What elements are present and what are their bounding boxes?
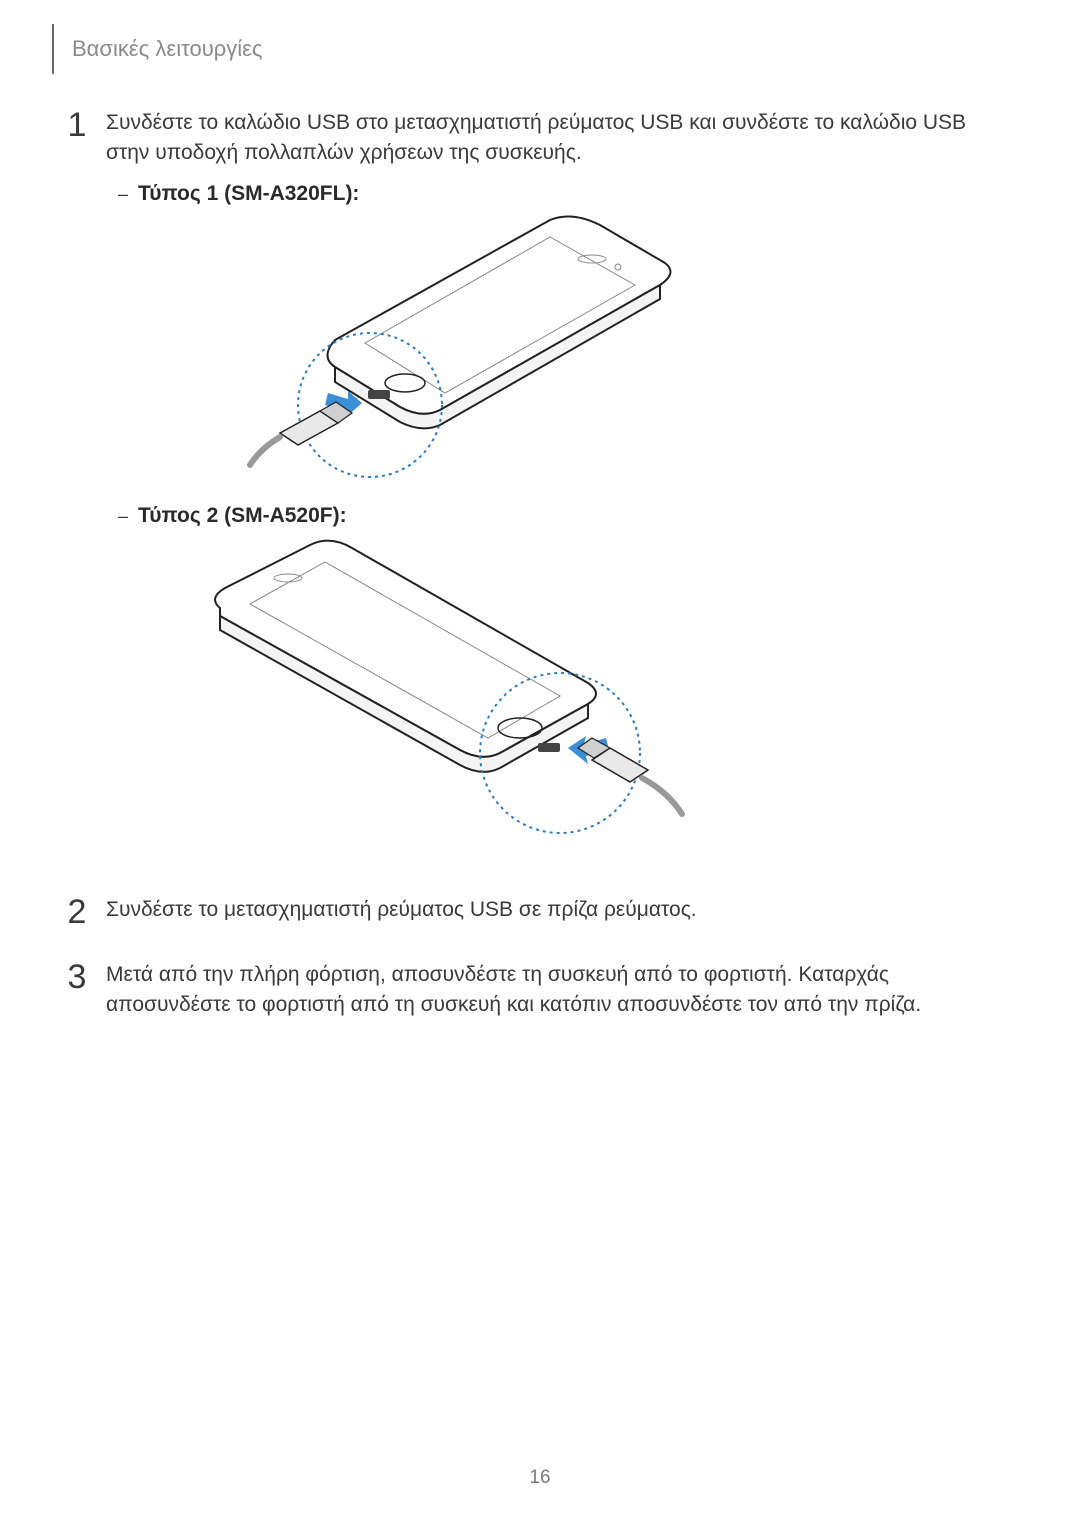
dash-icon: – bbox=[118, 184, 128, 205]
section-title: Βασικές λειτουργίες bbox=[72, 36, 263, 62]
type1-label: Τύπος 1 (SM-A320FL): bbox=[138, 182, 359, 206]
step-2: 2 Συνδέστε το μετασχηματιστή ρεύματος US… bbox=[62, 895, 697, 929]
step-1-number: 1 bbox=[62, 108, 92, 142]
step-3-text: Μετά από την πλήρη φόρτιση, αποσυνδέστε … bbox=[106, 960, 986, 1021]
subitem-type2: – Τύπος 2 (SM-A520F): bbox=[118, 504, 347, 528]
step-2-number: 2 bbox=[62, 895, 92, 929]
step-3: 3 Μετά από την πλήρη φόρτιση, αποσυνδέστ… bbox=[62, 960, 986, 1021]
subitem-type1: – Τύπος 1 (SM-A320FL): bbox=[118, 182, 359, 206]
step-2-text: Συνδέστε το μετασχηματιστή ρεύματος USB … bbox=[106, 895, 697, 925]
header-divider bbox=[52, 24, 54, 74]
dash-icon: – bbox=[118, 506, 128, 527]
page-number: 16 bbox=[0, 1467, 1080, 1489]
type2-label: Τύπος 2 (SM-A520F): bbox=[138, 504, 347, 528]
step-3-number: 3 bbox=[62, 960, 92, 994]
illustration-type1 bbox=[240, 215, 680, 485]
phone-usb-diagram-type1 bbox=[240, 215, 680, 485]
step-1: 1 Συνδέστε το καλώδιο USB στο μετασχηματ… bbox=[62, 108, 986, 169]
illustration-type2 bbox=[190, 538, 690, 848]
phone-usb-diagram-type2 bbox=[190, 538, 690, 848]
step-1-text: Συνδέστε το καλώδιο USB στο μετασχηματισ… bbox=[106, 108, 986, 169]
